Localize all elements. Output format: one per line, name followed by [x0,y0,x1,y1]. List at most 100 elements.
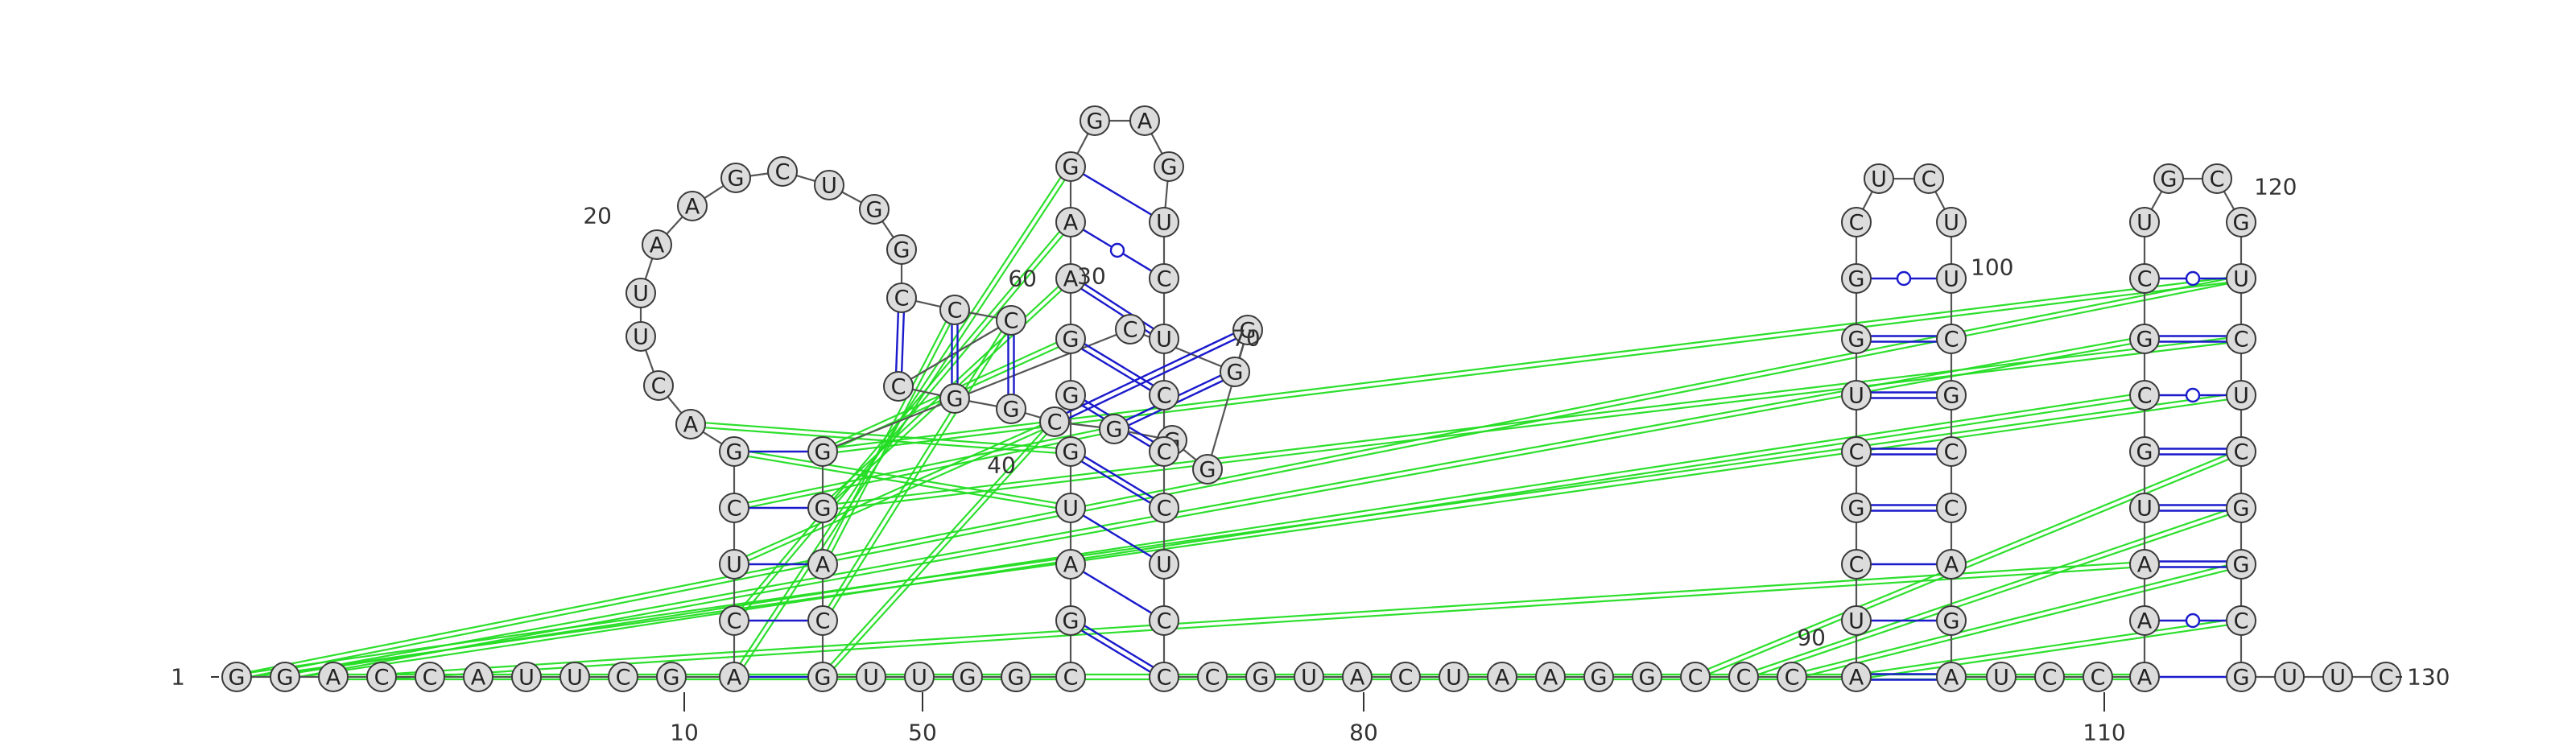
nucleotide-120: U [2226,263,2256,294]
nucleotide-letter: G [960,666,976,691]
nucleotide-93: C [1841,207,1872,237]
nucleotide-53: U [1055,493,1086,523]
nucleotide-90: U [1841,380,1872,411]
nucleotide-circle [463,662,493,692]
nucleotide-circle [2226,493,2256,523]
nucleotide-circle [366,662,397,692]
nucleotide-67: C [1149,436,1179,467]
nucleotide-circle [807,662,838,692]
nucleotide-circle [886,234,917,265]
nucleotide-letter: G [1087,109,1104,134]
nucleotide-circle [1149,605,1179,636]
nucleotide-letter: G [1943,384,1960,409]
nucleotides: GGACCAUUCGACUCGACUUAAGCUGGCCCCGGCGGGGGCG… [221,105,2401,692]
nucleotide-circle [939,295,970,325]
tertiary-interaction-lines [236,164,2243,681]
position-label: 100 [1971,254,2013,281]
nucleotide-letter: C [2234,328,2249,353]
nucleotide-128: U [2274,662,2305,692]
nucleotide-40: G [807,436,838,467]
nucleotide-126: C [2226,605,2256,636]
nucleotide-circle [1841,436,1872,467]
nucleotide-circle [559,662,590,692]
nucleotide-106: C [2034,662,2065,692]
nucleotide-letter: A [1944,666,1959,691]
nucleotide-circle [1129,105,1160,136]
nucleotide-112: G [2129,436,2160,467]
nucleotide-107: C [2083,662,2113,692]
nucleotide-98: C [1936,324,1967,354]
nucleotide-letter: C [1944,497,1959,522]
nucleotide-circle [1149,662,1179,692]
base-pair-line [1084,456,1154,499]
nucleotide-letter: U [2233,384,2249,409]
nucleotide-letter: C [2137,384,2153,409]
nucleotide-16: A [675,409,706,439]
nucleotide-letter: G [2161,167,2178,192]
nucleotide-letter: U [1871,167,1887,192]
nucleotide-circle [807,549,838,580]
tertiary-interaction-line [824,310,958,566]
nucleotide-29: C [996,305,1026,336]
nucleotide-68: C [1149,493,1179,523]
nucleotide-circle [608,662,638,692]
nucleotide-letter: C [1849,211,1864,236]
nucleotide-letter: G [2136,328,2153,353]
nucleotide-letter: U [1063,497,1079,522]
position-label: 30 [1077,263,1106,290]
nucleotide-circle [2129,380,2160,411]
tertiary-interaction-line [1792,565,2242,680]
nucleotide-3: A [318,662,349,692]
nucleotide-circle [2129,263,2160,294]
position-label: 80 [1349,720,1378,746]
nucleotide-20: A [642,229,672,260]
nucleotide-letter: U [1156,328,1172,353]
nucleotide-circle [1080,105,1110,136]
nucleotide-118: C [2202,163,2232,194]
nucleotide-letter: G [1199,458,1216,483]
nucleotide-66: C [1149,380,1179,411]
nucleotide-46: U [904,662,935,692]
nucleotide-letter: G [947,387,964,412]
nucleotide-circle [1841,324,1872,354]
nucleotide-circle [1149,493,1179,523]
nucleotide-113: C [2129,380,2160,411]
nucleotide-circle [1245,662,1276,692]
tertiary-interaction-line [819,308,954,564]
nucleotide-19: U [625,278,656,308]
nucleotide-circle [1936,549,1967,580]
nucleotide-letter: C [1944,328,1959,353]
nucleotide-circle [318,662,349,692]
position-label: 130 [2407,664,2450,691]
nucleotide-circle [1055,493,1086,523]
nucleotide-letter: G [1240,319,1257,344]
nucleotide-circle [719,549,749,580]
nucleotide-letter: C [2379,666,2394,691]
nucleotide-letter: C [1944,440,1959,465]
nucleotide-circle [1001,662,1031,692]
base-pair-lines [749,173,2227,681]
nucleotide-letter: G [1063,155,1080,180]
nucleotide-circle [2129,493,2160,523]
nucleotide-50: C [1055,662,1086,692]
nucleotide-32: G [996,394,1026,424]
base-pair-line [1068,337,1236,419]
nucleotide-letter: G [277,666,294,691]
nucleotide-letter: U [863,666,879,691]
nucleotide-circle [1055,549,1086,580]
nucleotide-circle [883,371,914,402]
nucleotide-circle [1986,662,2017,692]
nucleotide-letter: U [567,666,583,691]
nucleotide-circle [2226,605,2256,636]
nucleotide-33: C [1039,406,1070,437]
nucleotide-circle [1680,662,1711,692]
nucleotide-letter: G [728,167,745,192]
nucleotide-65: U [1149,324,1179,354]
nucleotide-circle [1197,662,1228,692]
nucleotide-55: G [1055,380,1086,411]
nucleotide-76: C [1390,662,1421,692]
nucleotide-letter: G [815,440,832,465]
nucleotide-28: C [939,295,970,325]
nucleotide-123: C [2226,436,2256,467]
